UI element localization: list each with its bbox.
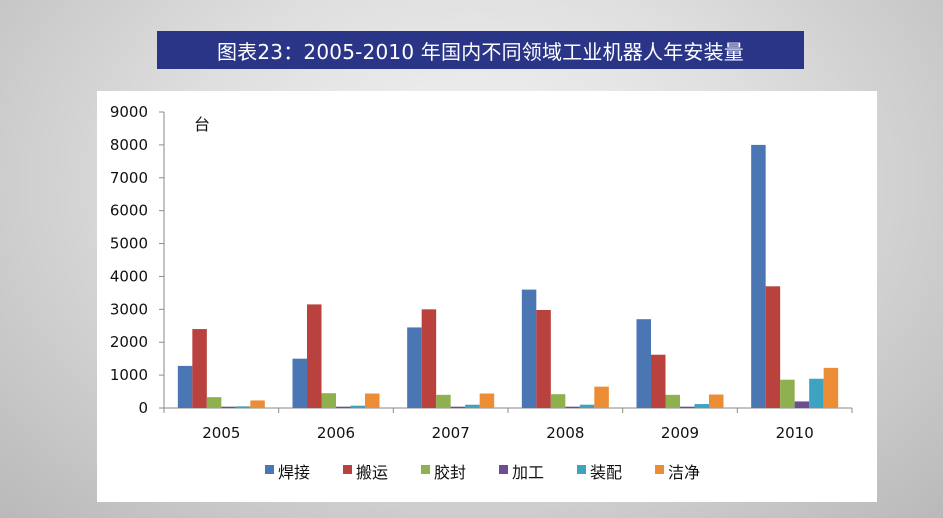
x-tick-label: 2006 (317, 424, 355, 442)
legend-label: 洁净 (668, 463, 700, 482)
bar (665, 394, 680, 408)
x-tick-label: 2008 (546, 424, 584, 442)
bar (292, 358, 307, 408)
x-tick-label: 2009 (661, 424, 699, 442)
legend-swatch (421, 465, 430, 474)
bar (536, 309, 551, 408)
y-tick-label: 8000 (110, 136, 148, 154)
bar (450, 406, 466, 408)
legend-label: 装配 (590, 463, 622, 482)
bar (206, 397, 222, 408)
bar (221, 406, 236, 408)
bar (680, 406, 695, 408)
bar (765, 286, 781, 408)
bar (479, 393, 495, 408)
bar (550, 394, 566, 408)
legend-label: 胶封 (434, 463, 466, 482)
y-tick-label: 5000 (110, 235, 148, 253)
bar (250, 400, 265, 408)
bar (350, 405, 365, 408)
legend-label: 焊接 (278, 463, 310, 482)
bar (307, 304, 322, 408)
bar (521, 289, 537, 408)
y-tick-label: 0 (138, 399, 148, 417)
bar (751, 144, 766, 408)
bar (651, 354, 666, 408)
bar (565, 406, 580, 408)
bar (321, 393, 336, 408)
bar (192, 329, 207, 408)
bar-chart: 0 1000 2000 3000 4000 5000 6000 7000 8000 9000 台 20… (110, 103, 853, 482)
bar (780, 379, 795, 408)
chart-panel: 0 1000 2000 3000 4000 5000 6000 7000 8000 9000 台 20… (97, 91, 877, 502)
y-tick-label: 9000 (110, 103, 148, 121)
bar (407, 327, 422, 408)
bar (235, 406, 251, 408)
bar (636, 319, 651, 408)
chart-title-banner: 图表23：2005-2010 年国内不同领域工业机器人年安装量 (157, 31, 804, 69)
legend-swatch (655, 465, 664, 474)
bar (465, 404, 480, 408)
legend-label: 加工 (512, 463, 544, 482)
bar (709, 394, 724, 408)
x-tick-label: 2007 (432, 424, 470, 442)
x-tick-label: 2005 (202, 424, 240, 442)
bar (177, 365, 193, 408)
y-tick-label: 2000 (110, 333, 148, 351)
x-tick-label: 2010 (776, 424, 814, 442)
y-tick-label: 1000 (110, 366, 148, 384)
bar (594, 386, 609, 408)
legend-swatch (265, 465, 274, 474)
bar (794, 401, 810, 408)
bar (365, 393, 380, 408)
bar (809, 378, 824, 408)
unit-label: 台 (194, 115, 210, 134)
bar (436, 394, 451, 408)
legend-label: 搬运 (356, 463, 388, 482)
chart-title: 图表23：2005-2010 年国内不同领域工业机器人年安装量 (216, 39, 745, 64)
bar (579, 404, 595, 408)
y-tick-label: 3000 (110, 300, 148, 318)
legend-swatch (343, 465, 352, 474)
bar (823, 367, 839, 408)
y-tick-label: 7000 (110, 169, 148, 187)
y-tick-label: 4000 (110, 267, 148, 285)
bar (694, 404, 709, 408)
legend-swatch (499, 465, 508, 474)
y-tick-label: 6000 (110, 202, 148, 220)
bar (421, 309, 437, 408)
legend-swatch (577, 465, 586, 474)
bar (336, 406, 351, 408)
